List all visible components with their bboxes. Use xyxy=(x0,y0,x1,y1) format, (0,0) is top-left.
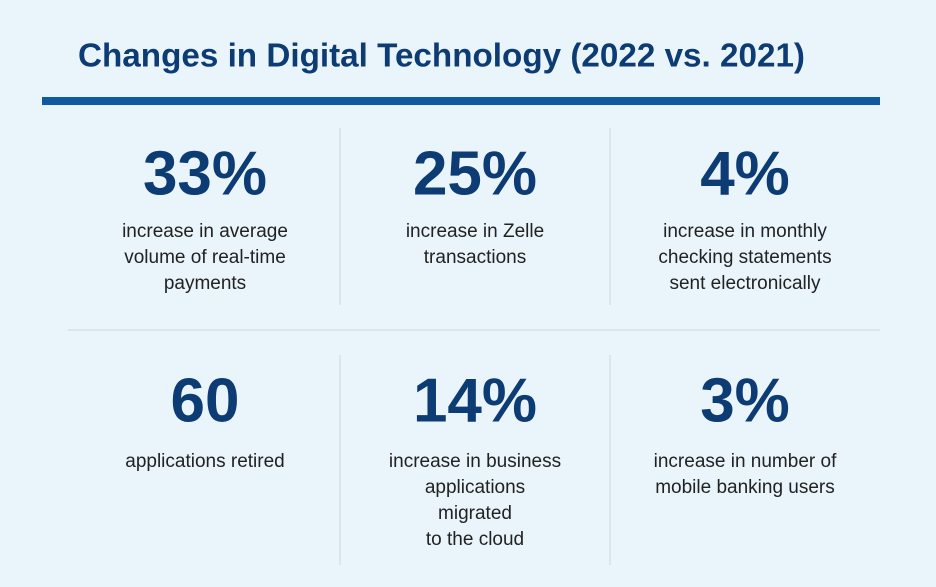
stat-value: 60 xyxy=(171,366,240,435)
stat-description: increase in number of xyxy=(654,451,837,472)
stat-description: increase in average xyxy=(122,221,288,242)
stat-description: sent electronically xyxy=(669,273,821,294)
stat-description: migrated xyxy=(438,503,512,524)
stat-value: 33% xyxy=(143,139,267,208)
stat-value: 25% xyxy=(413,139,537,208)
stat-description: volume of real-time xyxy=(124,247,286,268)
stat-description: payments xyxy=(164,273,246,294)
stat-description: increase in Zelle xyxy=(406,221,544,242)
stat-value: 14% xyxy=(413,366,537,435)
stat-value: 3% xyxy=(700,366,790,435)
stat-description: checking statements xyxy=(658,247,831,268)
stat-description: transactions xyxy=(424,247,526,268)
stat-description: to the cloud xyxy=(426,529,524,550)
stat-value: 4% xyxy=(700,139,790,208)
stat-description: applications retired xyxy=(125,451,284,472)
stat-description: applications xyxy=(425,477,525,498)
title: Changes in Digital Technology (2022 vs. … xyxy=(78,37,805,74)
stat-description: mobile banking users xyxy=(655,477,835,498)
stat-description: increase in monthly xyxy=(663,221,827,242)
stat-description: increase in business xyxy=(389,451,561,472)
title-rule xyxy=(42,97,880,105)
